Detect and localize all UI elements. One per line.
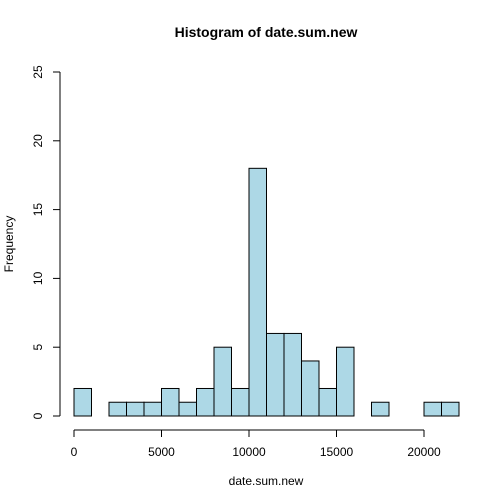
y-tick-label-2: 10 [31,271,45,285]
histogram-bar-20 [423,401,442,417]
y-tick-label-1: 5 [31,344,45,351]
x-tick-label-1: 5000 [148,445,175,459]
histogram-bar-14 [318,387,337,417]
histogram-bar-0 [73,387,92,417]
histogram-bar-12 [283,332,302,417]
x-tick-label-2: 10000 [232,445,266,459]
y-tick-label-3: 15 [31,203,45,217]
x-tick-label-0: 0 [71,445,78,459]
y-axis: 0 5 10 15 20 25 [31,65,61,419]
histogram-bar-8 [213,346,232,417]
histogram-bar-3 [126,401,145,417]
histogram-bar-13 [301,360,320,417]
histogram-bar-21 [441,401,460,417]
x-tick-label-3: 15000 [320,445,354,459]
y-tick-label-5: 25 [31,65,45,79]
y-tick-label-0: 0 [31,412,45,419]
y-tick-label-4: 20 [31,134,45,148]
histogram-bar-17 [371,401,390,417]
bars-group [73,167,460,417]
histogram-bar-2 [108,401,127,417]
histogram-bar-9 [231,387,250,417]
histogram-bar-6 [178,401,197,417]
histogram-bar-7 [196,387,215,417]
chart-title: Histogram of date.sum.new [175,24,358,40]
x-tick-label-4: 20000 [407,445,441,459]
histogram-bar-10 [248,167,267,417]
histogram-bar-4 [143,401,162,417]
y-axis-label: Frequency [2,216,16,273]
histogram-bar-15 [336,346,355,417]
histogram-bar-5 [161,387,180,417]
x-axis-label: date.sum.new [229,474,304,488]
x-axis: 0 5000 10000 15000 20000 [71,429,441,459]
histogram-bar-11 [266,332,285,417]
